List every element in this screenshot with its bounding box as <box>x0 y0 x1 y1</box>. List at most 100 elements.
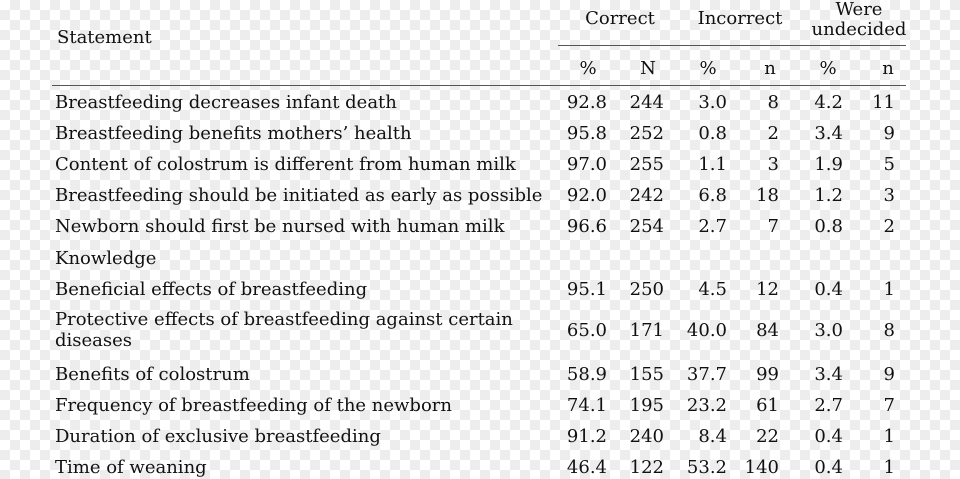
row-u-n: 8 <box>883 320 895 341</box>
row-statement: Time of weaning <box>55 457 207 478</box>
row-c-pct: 46.4 <box>566 457 607 478</box>
row-u-n: 11 <box>872 92 895 113</box>
table-row: Frequency of breastfeeding of the newbor… <box>0 395 960 426</box>
row-i-pct: 2.7 <box>698 216 727 237</box>
row-c-pct: 92.0 <box>566 185 607 206</box>
table-row: Beneficial effects of breastfeeding 95.1 2… <box>0 279 960 310</box>
row-i-pct: 6.8 <box>698 185 727 206</box>
row-u-n: 9 <box>883 123 895 144</box>
row-u-n: 7 <box>883 395 895 416</box>
row-statement: Knowledge <box>55 248 157 269</box>
row-i-pct: 40.0 <box>686 320 727 341</box>
row-c-pct: 95.8 <box>566 123 607 144</box>
row-i-n: 84 <box>756 320 779 341</box>
row-u-pct: 2.7 <box>814 395 843 416</box>
row-u-n: 2 <box>883 216 895 237</box>
row-c-n: 122 <box>629 457 664 478</box>
row-statement: Breastfeeding benefits mothers’ health <box>55 123 412 144</box>
row-c-pct: 91.2 <box>566 426 607 447</box>
row-statement: Protective effects of breastfeeding agai… <box>55 309 513 351</box>
table-row: Breastfeeding should be initiated as ear… <box>0 185 960 216</box>
row-u-pct: 3.4 <box>814 123 843 144</box>
header-undecided: Were undecided <box>811 0 907 40</box>
row-i-pct: 37.7 <box>686 364 727 385</box>
row-i-n: 140 <box>744 457 779 478</box>
row-statement: Newborn should first be nursed with huma… <box>55 216 505 237</box>
row-i-n: 12 <box>756 279 779 300</box>
row-i-pct: 1.1 <box>698 154 727 175</box>
header-group-rule <box>558 45 906 46</box>
row-c-pct: 97.0 <box>566 154 607 175</box>
row-u-n: 1 <box>883 457 895 478</box>
header-bottom-rule <box>52 85 906 86</box>
table-row: Time of weaning 46.4 122 53.2 140 0.4 1 <box>0 457 960 479</box>
row-c-n: 195 <box>629 395 664 416</box>
header-incorrect: Incorrect <box>697 8 783 29</box>
row-i-pct: 53.2 <box>686 457 727 478</box>
subheader-incorrect-pct: % <box>699 58 717 79</box>
row-i-pct: 4.5 <box>698 279 727 300</box>
row-statement: Content of colostrum is different from h… <box>55 154 516 175</box>
row-c-pct: 65.0 <box>566 320 607 341</box>
table-row: Content of colostrum is different from h… <box>0 154 960 185</box>
row-u-pct: 4.2 <box>814 92 843 113</box>
row-c-n: 255 <box>629 154 664 175</box>
table-row: Protective effects of breastfeeding agai… <box>0 309 960 364</box>
subheader-correct-n: N <box>640 58 656 79</box>
row-c-n: 244 <box>629 92 664 113</box>
row-c-pct: 74.1 <box>566 395 607 416</box>
row-i-n: 7 <box>767 216 779 237</box>
row-i-n: 8 <box>767 92 779 113</box>
row-statement: Beneficial effects of breastfeeding <box>55 279 368 300</box>
row-u-pct: 0.8 <box>814 216 843 237</box>
row-i-n: 18 <box>756 185 779 206</box>
row-u-n: 1 <box>883 279 895 300</box>
subheader-incorrect-n: n <box>764 58 776 79</box>
row-c-n: 242 <box>629 185 664 206</box>
header-statement: Statement <box>57 27 152 48</box>
row-c-n: 254 <box>629 216 664 237</box>
row-c-pct: 96.6 <box>566 216 607 237</box>
row-c-n: 250 <box>629 279 664 300</box>
subheader-undecided-pct: % <box>819 58 837 79</box>
row-statement: Duration of exclusive breastfeeding <box>55 426 381 447</box>
row-u-n: 9 <box>883 364 895 385</box>
table-row: Duration of exclusive breastfeeding 91.2 2… <box>0 426 960 457</box>
row-u-pct: 1.2 <box>814 185 843 206</box>
row-i-pct: 0.8 <box>698 123 727 144</box>
row-c-n: 240 <box>629 426 664 447</box>
row-u-pct: 1.9 <box>814 154 843 175</box>
row-c-n: 171 <box>629 320 664 341</box>
table-row: Breastfeeding benefits mothers’ health 95… <box>0 123 960 154</box>
row-u-pct: 0.4 <box>814 457 843 478</box>
row-i-pct: 8.4 <box>698 426 727 447</box>
table-row: Newborn should first be nursed with huma… <box>0 216 960 247</box>
row-u-pct: 3.0 <box>814 320 843 341</box>
row-c-n: 155 <box>629 364 664 385</box>
row-u-pct: 3.4 <box>814 364 843 385</box>
row-statement: Breastfeeding decreases infant death <box>55 92 397 113</box>
row-u-n: 5 <box>883 154 895 175</box>
row-u-pct: 0.4 <box>814 426 843 447</box>
row-c-n: 252 <box>629 123 664 144</box>
row-u-n: 1 <box>883 426 895 447</box>
row-i-n: 61 <box>756 395 779 416</box>
table-row: Benefits of colostrum 58.9 155 37.7 99 3.4 9 <box>0 364 960 395</box>
table-row: Breastfeeding decreases infant death 92.8… <box>0 92 960 123</box>
row-i-n: 2 <box>767 123 779 144</box>
row-statement: Breastfeeding should be initiated as ear… <box>55 185 543 206</box>
row-u-n: 3 <box>883 185 895 206</box>
subheader-correct-pct: % <box>579 58 597 79</box>
row-c-pct: 92.8 <box>566 92 607 113</box>
row-i-n: 3 <box>767 154 779 175</box>
row-i-n: 22 <box>756 426 779 447</box>
row-statement: Frequency of breastfeeding of the newbor… <box>55 395 452 416</box>
row-c-pct: 95.1 <box>566 279 607 300</box>
row-u-pct: 0.4 <box>814 279 843 300</box>
row-statement: Benefits of colostrum <box>55 364 250 385</box>
header-correct: Correct <box>585 8 655 29</box>
row-i-n: 99 <box>756 364 779 385</box>
row-c-pct: 58.9 <box>566 364 607 385</box>
row-i-pct: 3.0 <box>698 92 727 113</box>
